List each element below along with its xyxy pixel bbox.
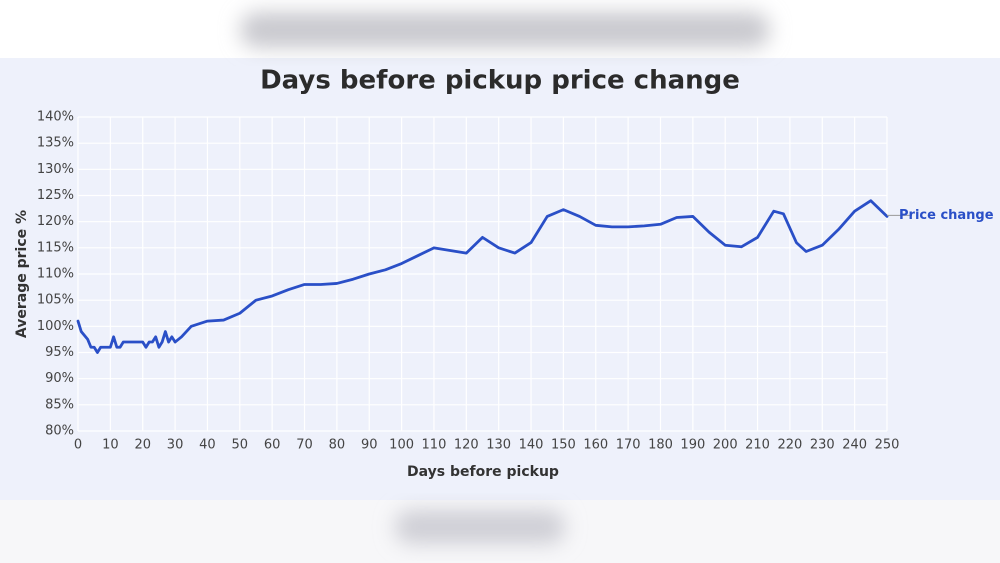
y-tick-label: 100% [37,319,74,334]
y-tick-label: 125% [37,188,74,203]
x-tick-label: 30 [167,438,184,453]
x-tick-label: 240 [842,438,867,453]
blurred-footer [395,510,565,544]
x-tick-label: 250 [875,438,900,453]
x-tick-label: 110 [422,438,447,453]
y-tick-label: 90% [45,371,74,386]
x-tick-label: 50 [232,438,249,453]
y-tick-label: 80% [45,424,74,439]
x-tick-label: 210 [745,438,770,453]
y-tick-label: 120% [37,214,74,229]
x-tick-label: 120 [454,438,479,453]
x-tick-label: 80 [329,438,346,453]
y-tick-label: 95% [45,345,74,360]
x-axis-label: Days before pickup [407,464,559,480]
legend-label: Price change [899,208,994,223]
y-axis-label: Average price % [14,210,30,338]
x-tick-label: 180 [648,438,673,453]
x-tick-label: 90 [361,438,378,453]
x-tick-label: 160 [583,438,608,453]
x-tick-label: 220 [778,438,803,453]
x-tick-label: 20 [134,438,151,453]
y-tick-label: 135% [37,136,74,151]
chart-title: Days before pickup price change [260,66,740,96]
y-tick-label: 110% [37,267,74,282]
x-tick-label: 130 [486,438,511,453]
x-tick-label: 40 [199,438,216,453]
x-tick-label: 170 [616,438,641,453]
x-tick-label: 60 [264,438,281,453]
blurred-header [240,12,770,48]
x-tick-label: 0 [74,438,82,453]
y-tick-label: 115% [37,240,74,255]
x-tick-label: 140 [519,438,544,453]
x-tick-label: 150 [551,438,576,453]
data-line [76,199,889,354]
x-tick-label: 190 [680,438,705,453]
x-tick-label: 230 [810,438,835,453]
y-tick-label: 105% [37,293,74,308]
x-tick-label: 100 [389,438,414,453]
y-tick-label: 85% [45,397,74,412]
y-tick-label: 130% [37,162,74,177]
x-tick-label: 200 [713,438,738,453]
y-tick-label: 140% [37,110,74,125]
x-tick-label: 70 [296,438,313,453]
x-tick-label: 10 [102,438,119,453]
